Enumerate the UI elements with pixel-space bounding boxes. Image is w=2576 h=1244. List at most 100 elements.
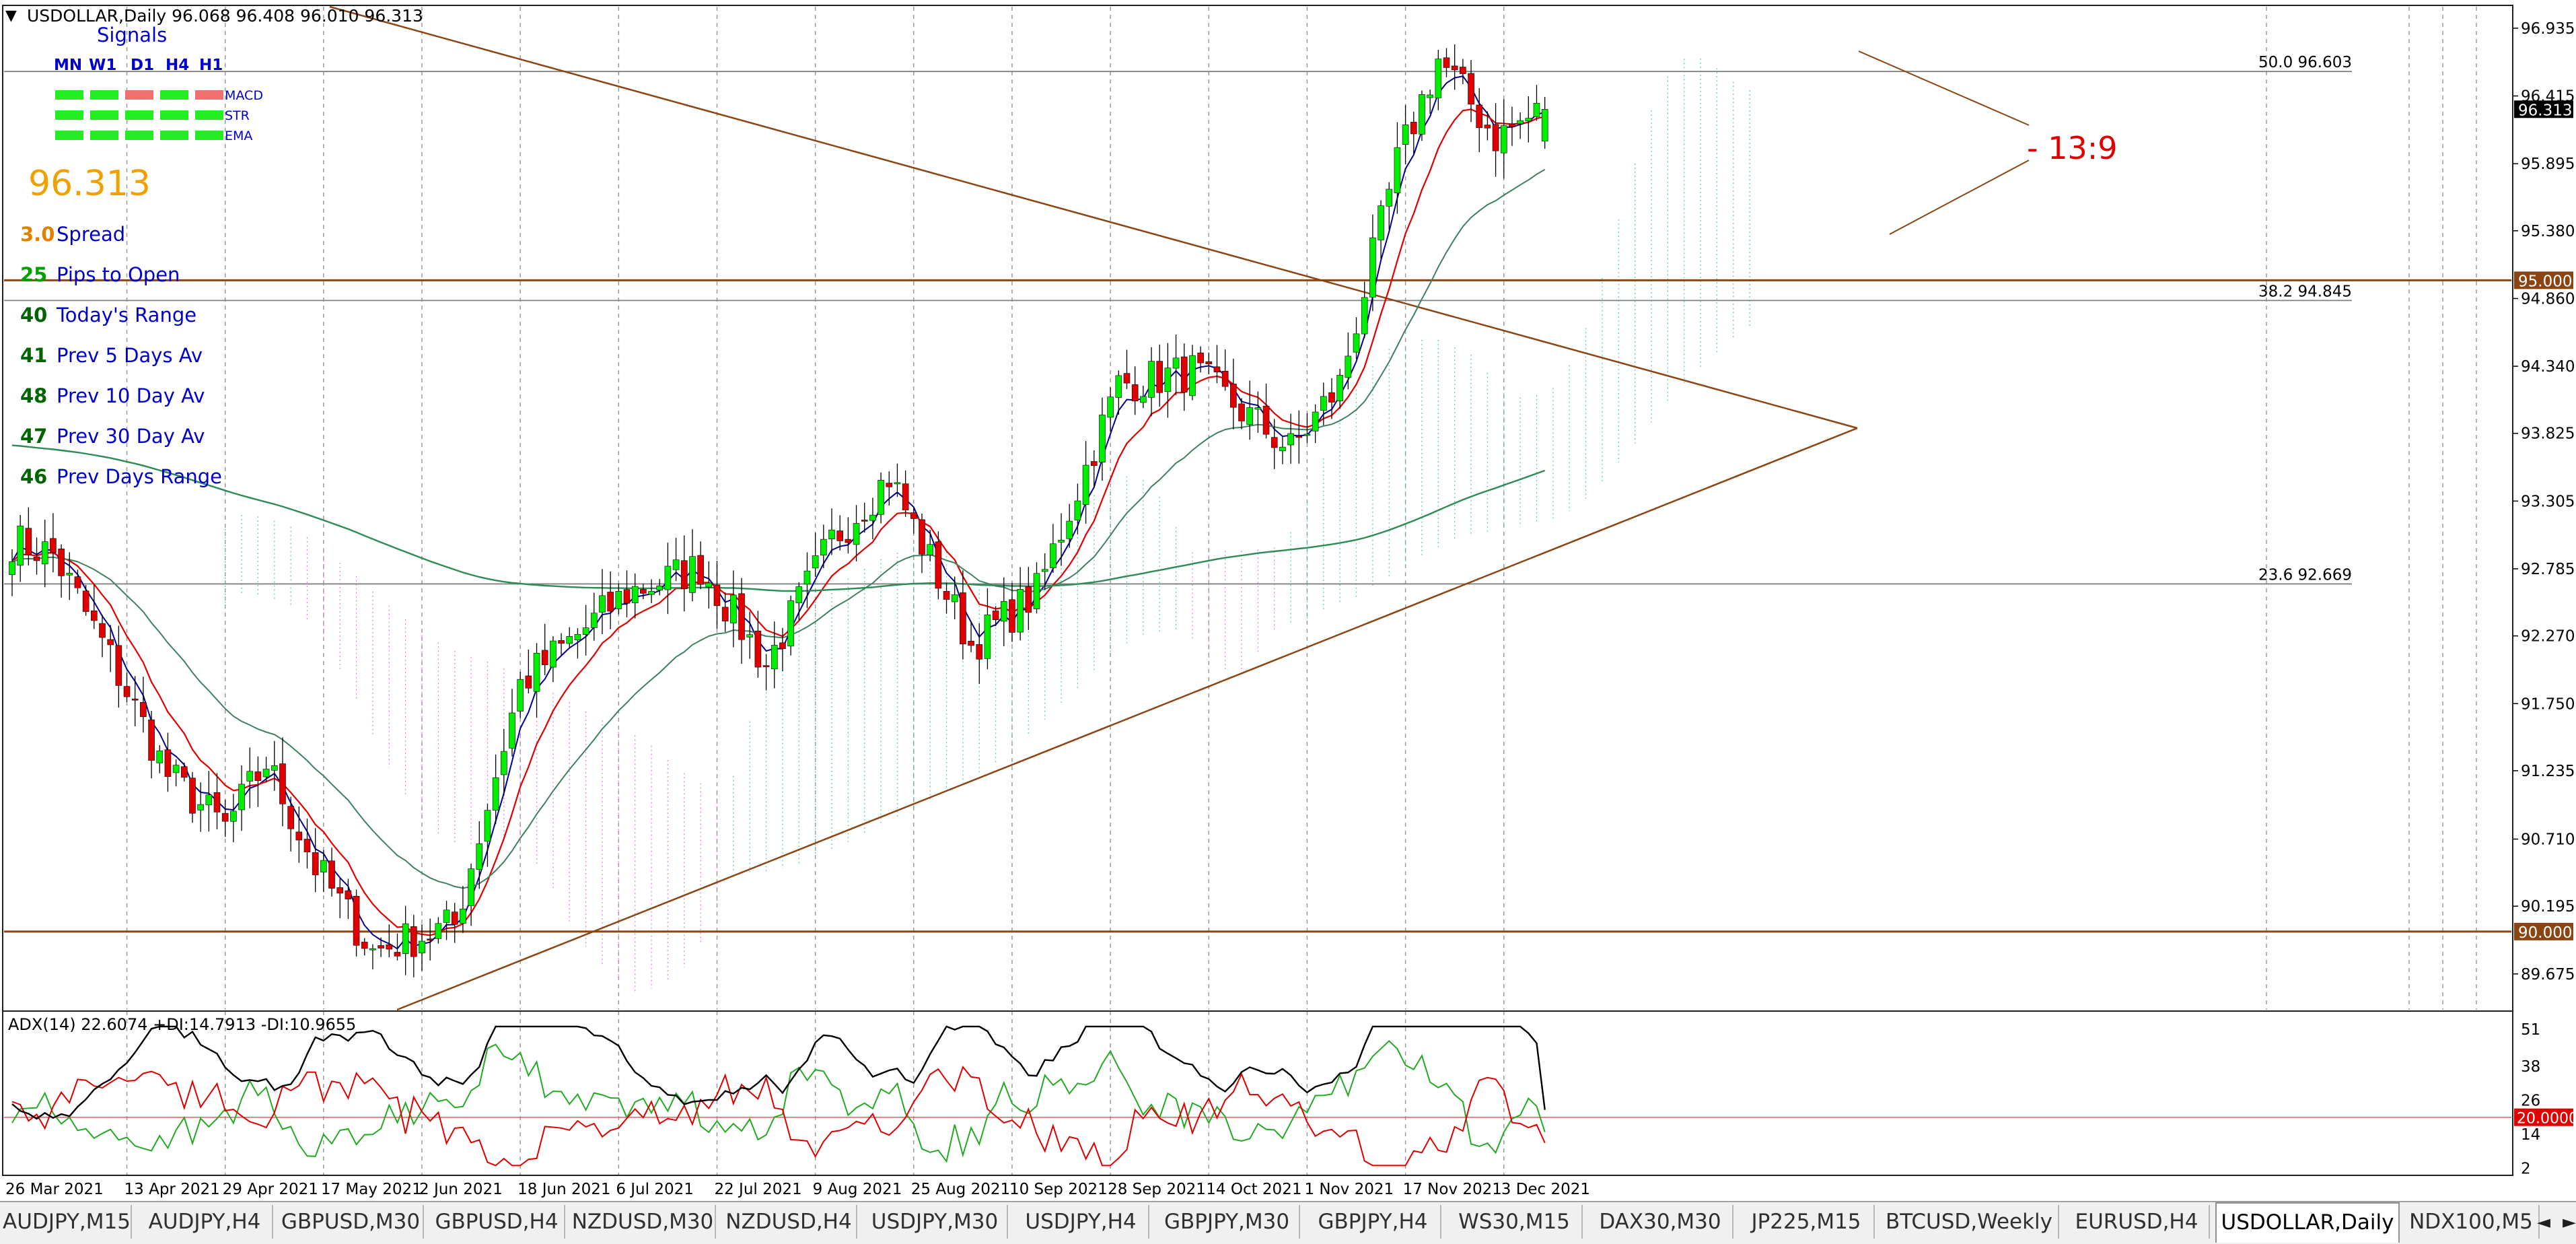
- candle-body: [1451, 65, 1458, 71]
- tab-usdollar-daily[interactable]: USDOLLAR,Daily: [2215, 1202, 2400, 1243]
- candle-body: [943, 591, 950, 600]
- candle-body: [754, 630, 762, 668]
- adx-tick-label: 14: [2521, 1126, 2540, 1144]
- tab-gbpjpy-h4[interactable]: GBPJPY,H4: [1305, 1205, 1441, 1239]
- date-axis: 26 Mar 2021 13 Apr 2021 29 Apr 2021 17 May …: [5, 1181, 1590, 1198]
- candle-body: [787, 600, 794, 647]
- fib-label: 50.0 96.603: [2258, 54, 2352, 71]
- candle-body: [1115, 375, 1122, 398]
- price-tick-label: 90.710: [2521, 831, 2575, 849]
- candle-body: [1213, 366, 1221, 373]
- price-tick-label: 95.895: [2521, 156, 2575, 173]
- signal-cell: [125, 131, 153, 140]
- candle-body: [599, 595, 606, 613]
- tab-gbpusd-h4[interactable]: GBPUSD,H4: [429, 1205, 565, 1239]
- stat-value: 3.0: [20, 223, 55, 246]
- signal-timeframe-label: W1: [89, 57, 116, 74]
- price-tick-label: 95.380: [2521, 223, 2575, 240]
- trend-lines[interactable]: [329, 5, 2030, 1011]
- tab-nzdusd-m30[interactable]: NZDUSD,M30: [571, 1205, 716, 1239]
- candle-body: [533, 652, 540, 692]
- date-tick-label: 25 Aug 2021: [911, 1181, 1010, 1198]
- candle-body: [460, 908, 466, 924]
- date-tick-label: 9 Aug 2021: [813, 1181, 902, 1198]
- fibonacci-levels: 50.0 96.603 38.2 94.845 23.6 92.669: [4, 54, 2352, 585]
- moving-averages: [11, 75, 1546, 950]
- candle-body: [180, 766, 188, 778]
- candle-body: [746, 634, 753, 637]
- candle-body: [1303, 434, 1311, 436]
- candle-body: [705, 582, 713, 588]
- tab-usdjpy-h4[interactable]: USDJPY,H4: [1013, 1205, 1149, 1239]
- signal-indicator-grid: MACD STR EMA: [55, 88, 263, 143]
- candle-body: [1009, 599, 1015, 633]
- chart-window[interactable]: 50.0 96.603 38.2 94.845 23.6 92.669 ▼ USDO…: [0, 0, 2576, 1201]
- candle-body: [1197, 352, 1204, 364]
- tab-gbpusd-m30[interactable]: GBPUSD,M30: [279, 1205, 424, 1239]
- candle-body: [1419, 94, 1425, 135]
- candle-body: [443, 909, 450, 923]
- candle-body: [123, 686, 131, 697]
- ma-line: [11, 168, 1546, 889]
- trend-line[interactable]: [1889, 160, 2030, 235]
- candle-body: [902, 483, 909, 510]
- candle-body: [1099, 415, 1106, 462]
- price-tick-label: 93.825: [2521, 425, 2575, 443]
- candle-body: [1402, 125, 1409, 145]
- tab-audjpy-h4[interactable]: AUDJPY,H4: [137, 1205, 273, 1239]
- candle-body: [1312, 411, 1319, 431]
- candle-body: [410, 926, 417, 957]
- trend-line[interactable]: [1858, 50, 2030, 126]
- candle-body: [91, 611, 98, 621]
- tab-nzdusd-h4[interactable]: NZDUSD,H4: [721, 1205, 857, 1239]
- candle-body: [1287, 433, 1294, 446]
- candle-body: [721, 607, 729, 621]
- candle-body: [828, 529, 835, 539]
- signal-cell: [90, 90, 118, 100]
- signal-cell: [90, 110, 118, 120]
- trend-line[interactable]: [329, 5, 1858, 429]
- candle-body: [33, 556, 40, 561]
- adx-tick-label: 2: [2521, 1161, 2531, 1178]
- tab-gbpjpy-m30[interactable]: GBPJPY,M30: [1155, 1205, 1300, 1239]
- tab-btcusd-weekly[interactable]: BTCUSD,Weekly: [1880, 1205, 2059, 1239]
- tab-usdjpy-m30[interactable]: USDJPY,M30: [863, 1205, 1008, 1239]
- tab-scroll-left-button[interactable]: ◄: [2537, 1212, 2550, 1233]
- candle-body: [1443, 57, 1450, 68]
- candle-body: [140, 702, 147, 718]
- chart-title: USDOLLAR,Daily 96.068 96.408 96.010 96.3…: [27, 6, 423, 26]
- price-axis[interactable]: 96.93596.41595.89595.38094.86094.34093.8…: [2513, 20, 2575, 983]
- candle-body: [689, 556, 696, 593]
- tab-scroll-right-button[interactable]: ►: [2563, 1212, 2576, 1233]
- tab-ws30-m15[interactable]: WS30,M15: [1447, 1205, 1583, 1239]
- date-tick-label: 10 Sep 2021: [1009, 1181, 1108, 1198]
- window-menu-arrow[interactable]: ▼: [5, 7, 17, 24]
- candle-body: [1484, 125, 1491, 129]
- candle-body: [713, 584, 721, 607]
- candle-body: [968, 641, 974, 646]
- candlesticks: [9, 44, 1548, 977]
- candle-body: [386, 944, 393, 950]
- signal-cell: [195, 110, 223, 120]
- tab-jp225-m15[interactable]: JP225,M15: [1739, 1205, 1875, 1239]
- candle-body: [1156, 361, 1163, 393]
- tab-dax30-m30[interactable]: DAX30,M30: [1588, 1205, 1733, 1239]
- price-tick-label: 94.340: [2521, 358, 2575, 376]
- signal-cell: [160, 110, 188, 120]
- signal-cell: [55, 131, 83, 140]
- candle-body: [1517, 120, 1524, 125]
- candle-body: [1378, 205, 1384, 240]
- candle-body: [131, 698, 139, 701]
- tab-ndx100-m5[interactable]: NDX100,M5: [2404, 1205, 2540, 1239]
- candle-body: [468, 868, 474, 906]
- trend-line[interactable]: [396, 427, 1858, 1011]
- candle-body: [550, 640, 557, 668]
- level-price-tag: [2514, 271, 2573, 289]
- candle-body: [1131, 384, 1139, 402]
- tab-audjpy-m15[interactable]: AUDJPY,M15: [3, 1205, 132, 1239]
- tab-eurusd-h4[interactable]: EURUSD,H4: [2065, 1205, 2210, 1239]
- candle-body: [894, 482, 901, 485]
- candle-body: [328, 860, 335, 889]
- candle-body: [1238, 403, 1245, 421]
- ma-line: [11, 108, 1545, 936]
